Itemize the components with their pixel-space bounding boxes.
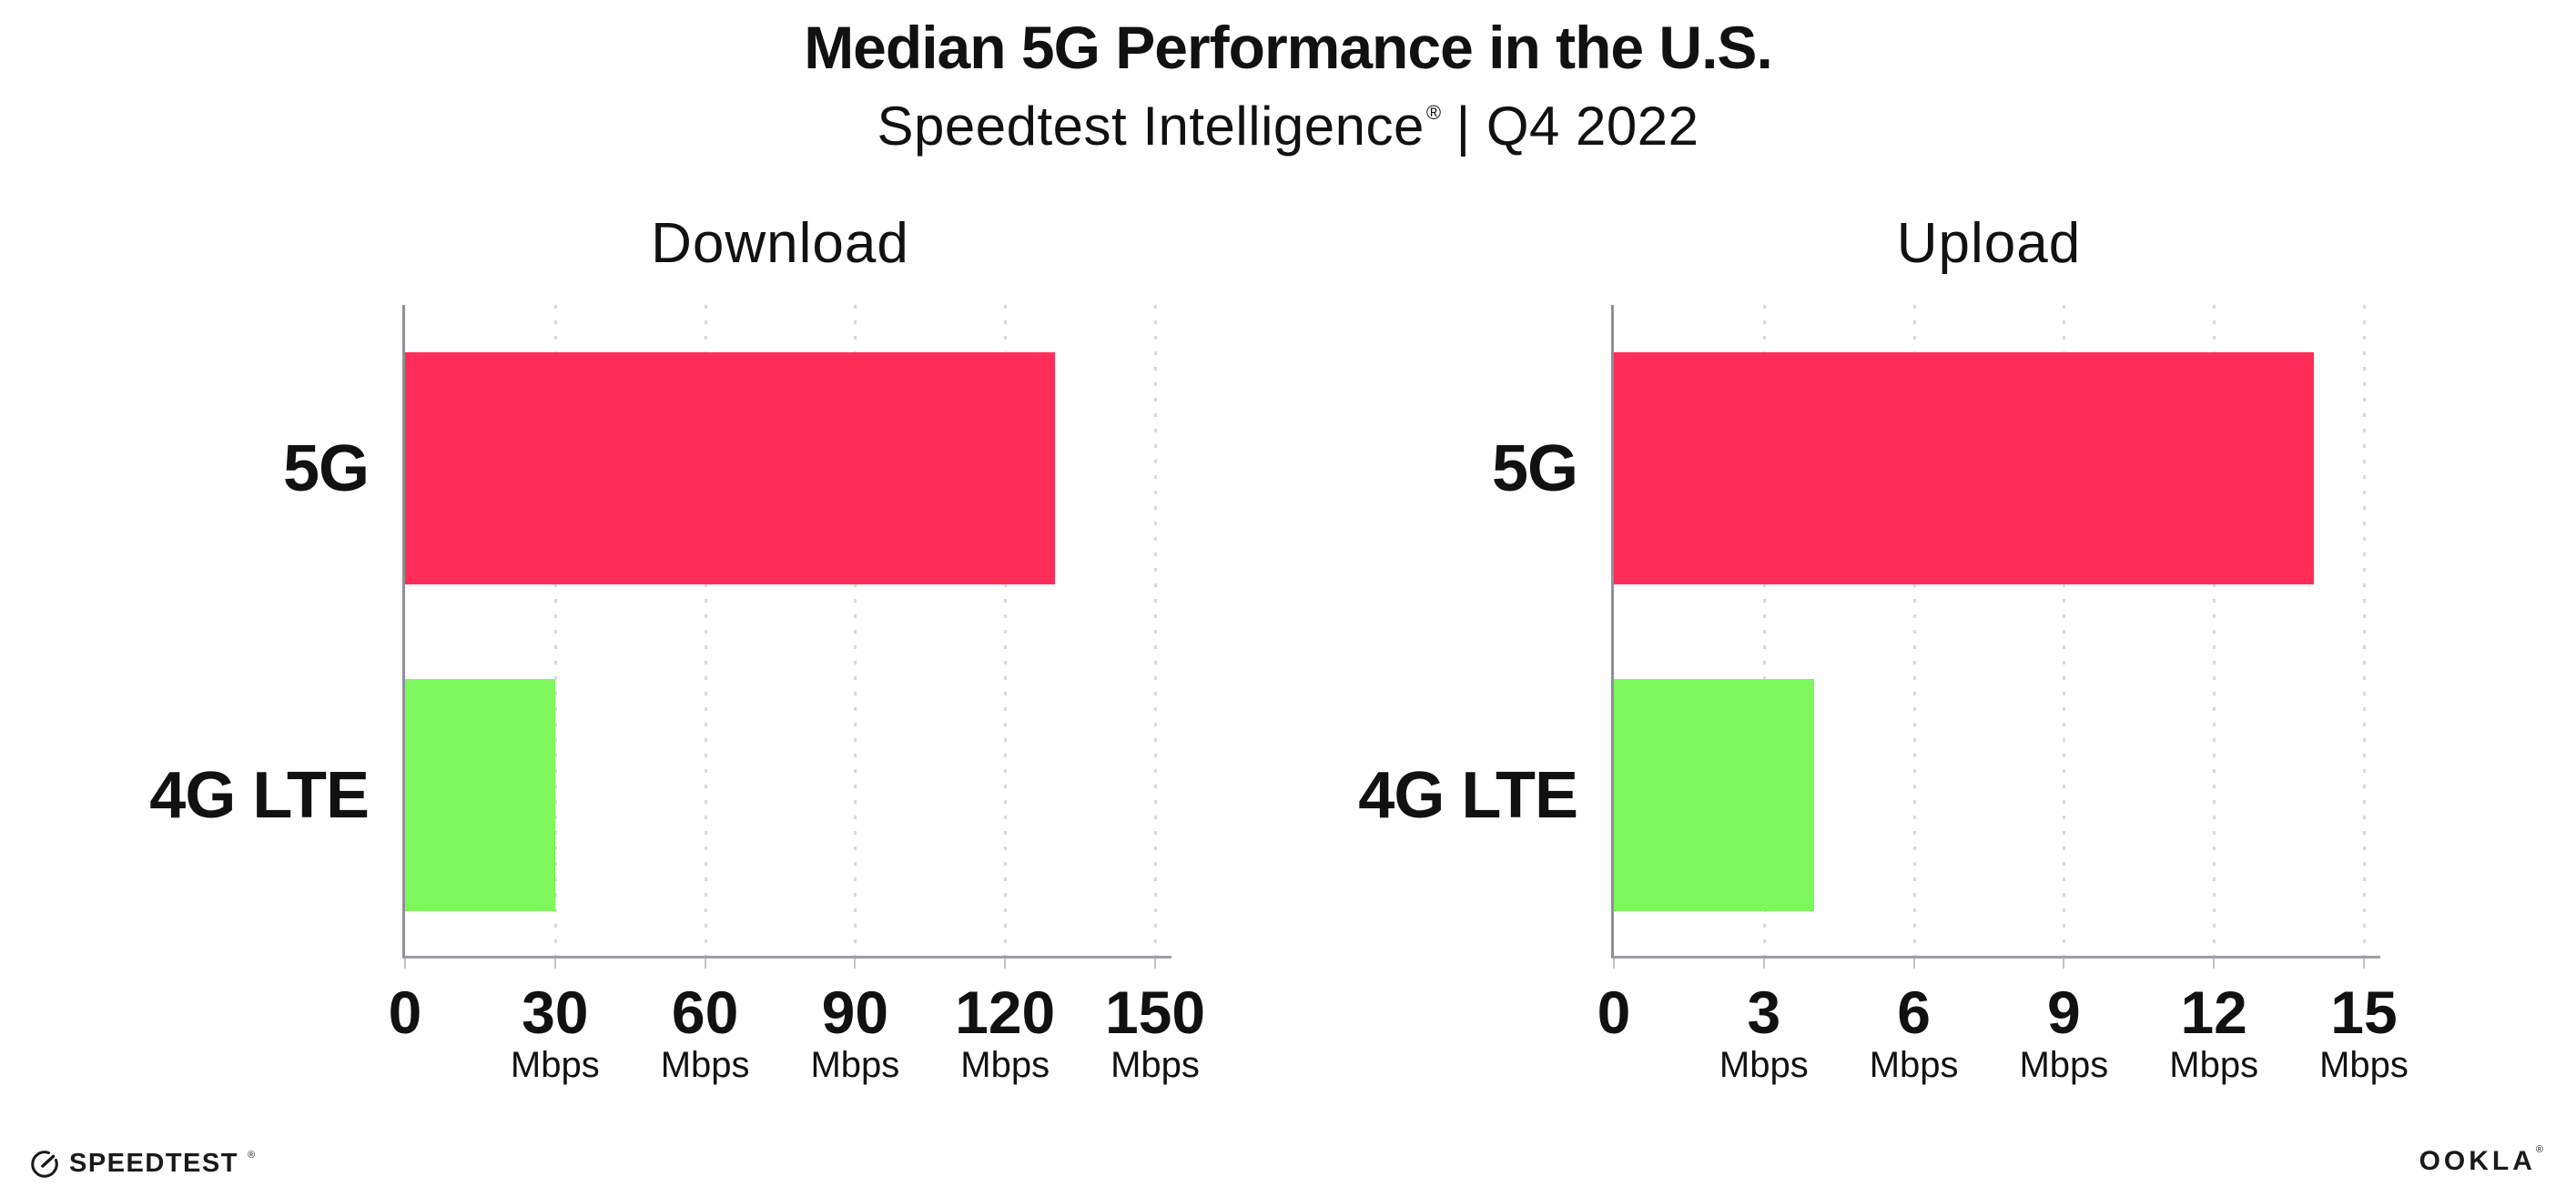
gridline [1004,305,1008,959]
bar-5g-upload [1614,352,2315,584]
gridline [1762,305,1766,959]
tick-label: 60 [671,979,739,1046]
tick-label: 90 [821,979,889,1046]
axis-tick [1613,959,1615,969]
speedtest-wordmark: SPEEDTEST [69,1148,238,1178]
bar-4g-lte-download [405,679,555,911]
tick-label: 30 [522,979,589,1046]
tick-unit-label: Mbps [2319,1045,2409,1085]
axis-tick [2363,959,2365,969]
gridline [2363,305,2366,959]
tick-unit-label: Mbps [660,1045,750,1085]
tick-unit-label: Mbps [1111,1045,1200,1085]
axis-tick [1762,959,1765,969]
axis-tick [854,959,857,969]
axis-tick [404,959,406,969]
speedtest-registered-icon: ® [247,1150,256,1161]
ookla-registered-icon: ® [2535,1144,2543,1155]
ookla-wordmark: OOKLA [2419,1146,2536,1176]
speedtest-logo: SPEEDTEST ® [29,1148,255,1179]
chart-title: Download [651,212,909,275]
gridline [1912,305,1916,959]
page-subtitle: Speedtest Intelligence® | Q4 2022 [0,95,2576,157]
page-title: Median 5G Performance in the U.S. [804,14,1773,81]
subtitle-brand: Speedtest Intelligence [877,96,1425,157]
axis-tick [1004,959,1007,969]
gridline [1154,305,1157,959]
gridline [854,305,857,959]
gridline [553,305,557,959]
tick-label: 0 [1597,979,1631,1046]
tick-unit-label: Mbps [960,1045,1050,1085]
plot-area [402,305,1171,959]
category-label-5g: 5G [1491,431,1578,505]
chart-title: Upload [1896,212,2082,275]
axis-tick [2063,959,2065,969]
tick-label: 6 [1897,979,1931,1046]
bar-5g-download [405,352,1056,584]
tick-label: 120 [955,979,1056,1046]
tick-unit-label: Mbps [510,1045,600,1085]
category-label-4g-lte: 4G LTE [149,758,370,832]
header: Median 5G Performance in the U.S. Speedt… [0,13,2576,157]
gridline [2063,305,2066,959]
tick-unit-label: Mbps [1719,1045,1809,1085]
tick-label: 3 [1747,979,1781,1046]
speedtest-gauge-icon [31,1151,58,1178]
axis-tick [2213,959,2216,969]
tick-unit-label: Mbps [1869,1045,1959,1085]
tick-label: 0 [388,979,422,1046]
subtitle-period: | Q4 2022 [1455,96,1699,157]
tick-label: 15 [2330,979,2398,1046]
category-label-5g: 5G [282,431,370,505]
tick-unit-label: Mbps [2169,1045,2259,1085]
axis-tick [553,959,556,969]
plot-area [1611,305,2380,959]
axis-tick [1154,959,1156,969]
tick-label: 9 [2047,979,2081,1046]
tick-label: 150 [1104,979,1206,1046]
tick-label: 12 [2180,979,2247,1046]
ookla-logo: OOKLA ® [2419,1144,2543,1177]
gridline [704,305,707,959]
registered-trademark-icon: ® [1425,101,1442,124]
category-label-4g-lte: 4G LTE [1358,758,1578,832]
gridline [2213,305,2216,959]
tick-unit-label: Mbps [810,1045,900,1085]
axis-tick [704,959,706,969]
tick-unit-label: Mbps [2019,1045,2109,1085]
bar-4g-lte-upload [1614,679,1814,911]
axis-tick [1912,959,1915,969]
